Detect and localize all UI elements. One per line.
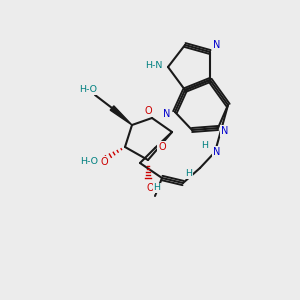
- Text: H-N: H-N: [145, 61, 163, 70]
- Text: H-O: H-O: [80, 158, 98, 166]
- Text: H: H: [202, 140, 208, 149]
- Text: O: O: [100, 157, 108, 167]
- Polygon shape: [110, 106, 132, 125]
- Text: N: N: [221, 126, 229, 136]
- Text: O: O: [144, 106, 152, 116]
- Text: N: N: [163, 109, 171, 119]
- Text: N: N: [213, 147, 221, 157]
- Text: H: H: [185, 169, 193, 178]
- Text: H: H: [154, 184, 160, 193]
- Text: O: O: [158, 142, 166, 152]
- Text: O: O: [146, 183, 154, 193]
- Text: H-O: H-O: [79, 85, 97, 94]
- Text: N: N: [213, 40, 221, 50]
